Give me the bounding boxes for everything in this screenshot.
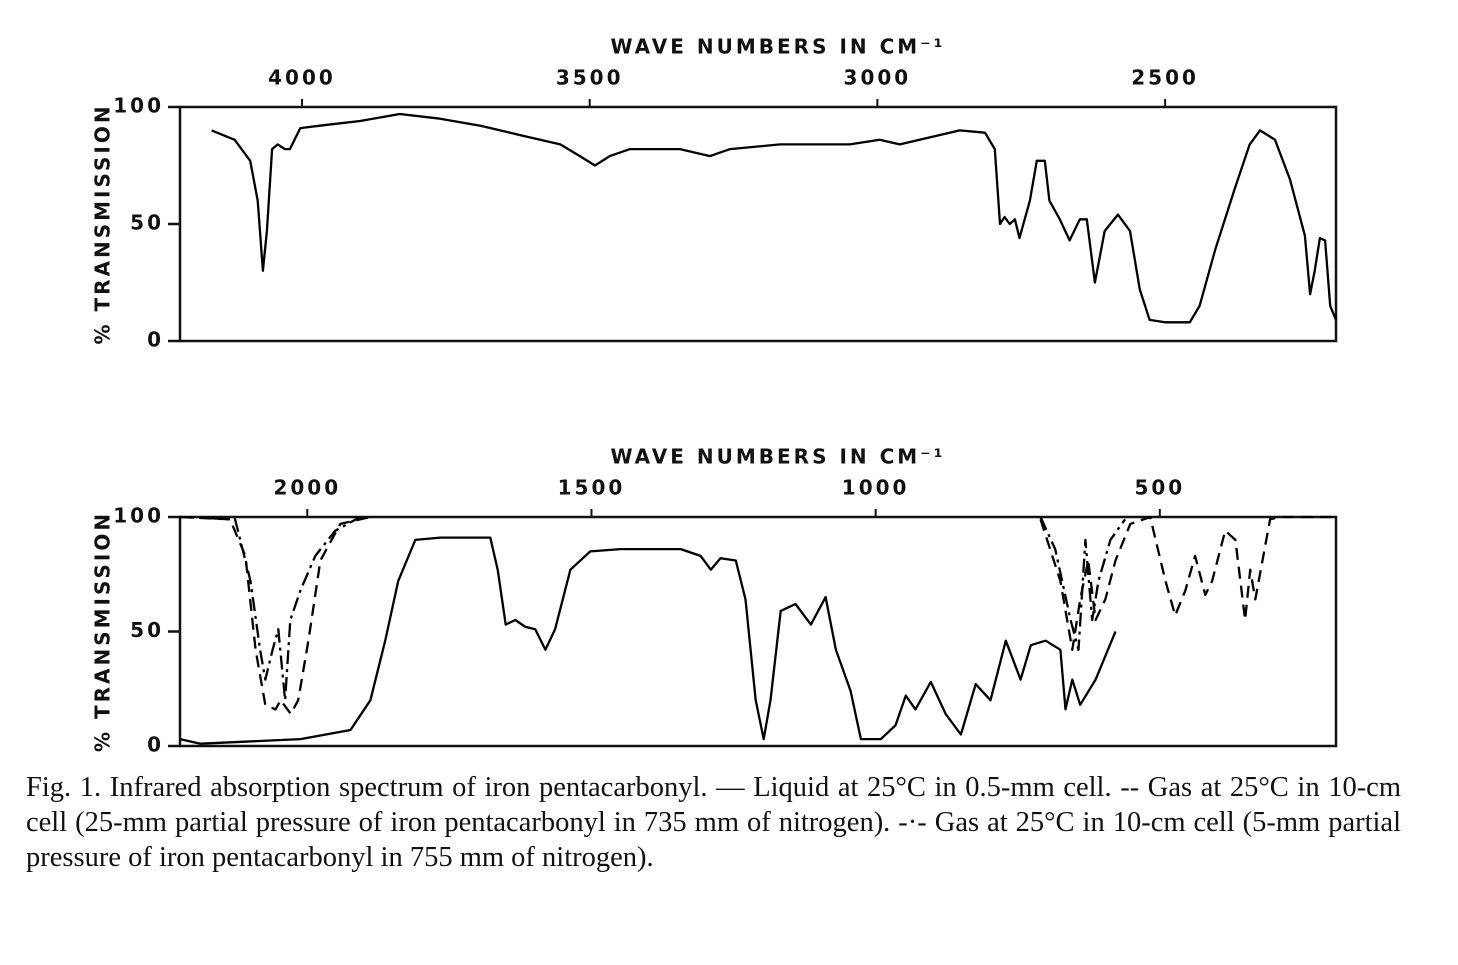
y-tick-label: 50 bbox=[130, 618, 164, 642]
y-axis-label: % TRANSMISSION bbox=[91, 511, 115, 752]
y-tick-label: 0 bbox=[147, 328, 164, 352]
y-tick-label: 50 bbox=[130, 211, 164, 235]
spectrum-line bbox=[179, 536, 1117, 745]
x-tick-label: 2000 bbox=[273, 476, 341, 500]
y-tick-label: 100 bbox=[113, 94, 164, 118]
caption: Fig. 1. Infrared absorption spectrum of … bbox=[26, 772, 1401, 873]
x-tick-label: 4000 bbox=[268, 66, 336, 90]
plot-frame bbox=[178, 105, 1338, 343]
spectrum-line bbox=[179, 515, 1336, 716]
x-tick-label: 500 bbox=[1134, 476, 1185, 500]
x-tick-label: 1500 bbox=[558, 476, 626, 500]
y-tick-label: 0 bbox=[147, 733, 164, 757]
y-axis-label: % TRANSMISSION bbox=[91, 103, 115, 344]
spectrum-line bbox=[211, 112, 1338, 324]
chart-title: WAVE NUMBERS IN CM⁻¹ bbox=[611, 445, 946, 469]
x-tick-label: 3500 bbox=[556, 66, 624, 90]
x-tick-label: 2500 bbox=[1131, 66, 1199, 90]
x-tick-label: 1000 bbox=[842, 476, 910, 500]
x-tick-label: 3000 bbox=[844, 66, 912, 90]
chart-title: WAVE NUMBERS IN CM⁻¹ bbox=[611, 35, 946, 59]
figure: WAVE NUMBERS IN CM⁻¹ % TRANSMISSION 4000 35… bbox=[91, 35, 1338, 757]
y-tick-label: 100 bbox=[113, 504, 164, 528]
spectrum-line bbox=[179, 515, 1127, 702]
